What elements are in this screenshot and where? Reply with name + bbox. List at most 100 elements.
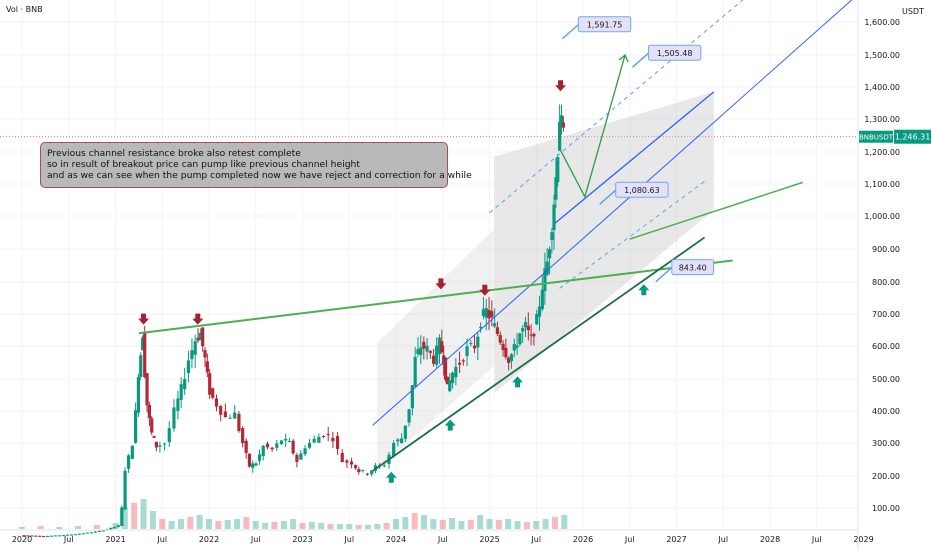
candle-body bbox=[515, 345, 519, 348]
volume-bar bbox=[318, 523, 325, 529]
y-tick-label: 1,100.00 bbox=[864, 180, 900, 189]
candle-body bbox=[145, 373, 149, 406]
volume-bar bbox=[393, 519, 399, 529]
volume-bar bbox=[19, 527, 25, 529]
candle-body bbox=[73, 534, 78, 536]
y-tick-label: 500.00 bbox=[872, 375, 900, 384]
candle-body bbox=[535, 314, 539, 325]
level-pointer bbox=[599, 189, 617, 205]
volume-bar bbox=[505, 519, 512, 529]
candle-body bbox=[22, 535, 26, 537]
volume-bar bbox=[215, 521, 222, 529]
level-labels: 1,591.75 1,505.48 1,080.63 843.40 bbox=[561, 16, 715, 283]
candlesticks bbox=[22, 104, 565, 538]
projection-arrowhead bbox=[618, 53, 629, 63]
candle-body bbox=[190, 350, 194, 360]
candle-body bbox=[537, 306, 542, 317]
candle-body bbox=[261, 445, 265, 457]
y-tick-label: 200.00 bbox=[872, 472, 900, 481]
down-arrow-icon bbox=[435, 278, 447, 290]
price-axis[interactable]: 100.00 200.00 300.00 400.00 500.00 600.00 700.… bbox=[857, 0, 932, 550]
candle-body bbox=[162, 443, 167, 445]
candle-body bbox=[150, 418, 154, 433]
volume-bar bbox=[243, 517, 250, 529]
chart-grid bbox=[0, 0, 858, 530]
candle-body bbox=[448, 380, 452, 392]
volume-indicator-label[interactable]: Vol · BNB bbox=[6, 5, 43, 14]
candle-body bbox=[307, 442, 312, 448]
candle-body bbox=[254, 463, 258, 466]
level-box bbox=[615, 181, 669, 198]
candle-body bbox=[214, 398, 219, 407]
level-value: 843.40 bbox=[679, 264, 707, 273]
y-tick-label: 1,300.00 bbox=[864, 115, 900, 124]
candle-body bbox=[228, 417, 232, 419]
volume-bar bbox=[514, 521, 521, 529]
time-axis[interactable]: 2020 Jul 2021 Jul 2022 Jul 2023 Jul 2024 Jul 2025 J… bbox=[0, 529, 874, 544]
volume-bar bbox=[37, 526, 44, 529]
candle-body bbox=[247, 453, 252, 467]
candle-body bbox=[495, 327, 500, 334]
candle-body bbox=[543, 268, 547, 291]
candle-body bbox=[49, 535, 53, 537]
candle-body bbox=[407, 409, 411, 423]
candle-body bbox=[561, 122, 565, 128]
candle-body bbox=[512, 344, 516, 351]
candle-body bbox=[335, 436, 340, 449]
level-label: 1,505.48 bbox=[631, 44, 702, 68]
candle-body bbox=[134, 410, 138, 443]
y-tick-label: 1,400.00 bbox=[864, 83, 900, 92]
candle-body bbox=[41, 536, 46, 538]
candle-body bbox=[26, 535, 30, 537]
y-tick-label: 1,200.00 bbox=[864, 148, 900, 157]
candle-body bbox=[65, 534, 70, 536]
candle-body bbox=[490, 311, 494, 318]
candle-body bbox=[299, 453, 303, 460]
y-tick-label: 800.00 bbox=[872, 278, 900, 287]
volume-bar bbox=[75, 526, 82, 529]
candle-body bbox=[484, 308, 488, 318]
price-text: 1,246.31 bbox=[895, 133, 931, 142]
candle-body bbox=[357, 469, 361, 473]
candle-body bbox=[179, 384, 183, 400]
candle-body bbox=[57, 535, 61, 537]
candle-body bbox=[457, 362, 462, 365]
candle-body bbox=[126, 455, 131, 469]
candle-body bbox=[435, 345, 439, 365]
candle-body bbox=[559, 115, 564, 123]
candle-body bbox=[167, 428, 171, 443]
y-tick-label: 1,600.00 bbox=[864, 18, 900, 27]
candle-body bbox=[312, 438, 316, 443]
x-tick-label: Jul bbox=[530, 535, 541, 544]
candle-body bbox=[432, 355, 436, 364]
volume-bar bbox=[149, 511, 156, 529]
volume-bar bbox=[187, 517, 194, 529]
candle-body bbox=[34, 535, 38, 537]
volume-bar bbox=[561, 515, 568, 529]
x-tick-label: Jul bbox=[343, 535, 354, 544]
volume-bar bbox=[439, 520, 446, 529]
candle-body bbox=[349, 461, 354, 465]
candle-body bbox=[116, 525, 120, 527]
volume-bar bbox=[355, 525, 362, 529]
level-label: 1,080.63 bbox=[599, 181, 669, 205]
down-arrow-icon bbox=[555, 80, 567, 92]
down-arrow-icon bbox=[192, 313, 204, 325]
candle-body bbox=[203, 350, 207, 358]
y-tick-label: 400.00 bbox=[872, 407, 900, 416]
candle-body bbox=[109, 527, 113, 530]
candle-body bbox=[413, 356, 417, 387]
level-pointer bbox=[655, 267, 673, 283]
x-tick-label: Jul bbox=[250, 535, 261, 544]
candle-body bbox=[317, 436, 321, 443]
volume-bar bbox=[402, 517, 409, 529]
volume-bar bbox=[523, 522, 530, 529]
candle-body bbox=[552, 204, 556, 230]
candle-body bbox=[176, 398, 180, 412]
level-box bbox=[647, 44, 702, 61]
volume-bar bbox=[56, 527, 63, 529]
candle-body bbox=[93, 531, 98, 533]
candle-body bbox=[454, 366, 458, 378]
level-pointer bbox=[631, 52, 649, 68]
